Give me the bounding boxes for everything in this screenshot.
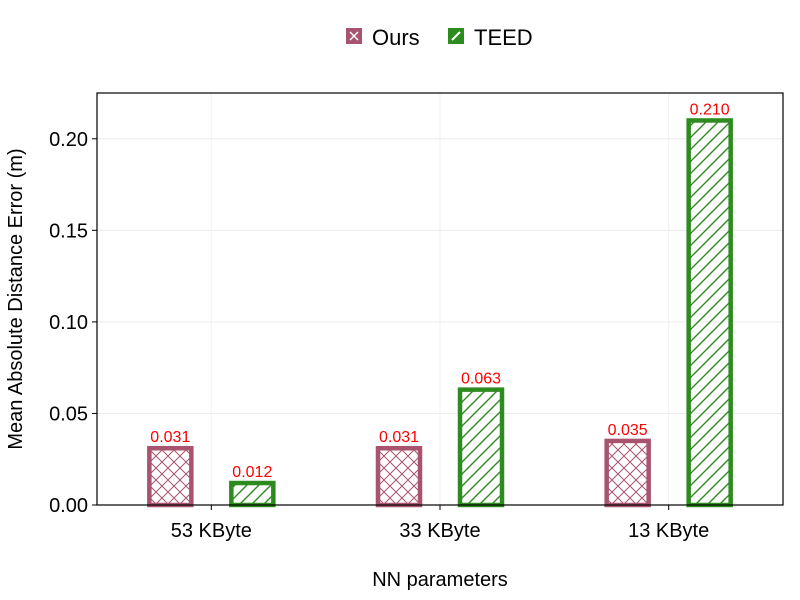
data-label: 0.031 <box>379 429 419 446</box>
gridlines <box>97 93 783 506</box>
x-axis-title: NN parameters <box>372 569 508 591</box>
bar-teed <box>457 387 505 508</box>
bar-ours <box>147 445 194 508</box>
data-label: 0.012 <box>232 464 272 481</box>
legend-label-ours: Ours <box>372 25 420 50</box>
y-axis-title: Mean Absolute Distance Error (m) <box>5 148 27 449</box>
x-axis: 53 KByte 33 KByte 13 KByte <box>171 505 709 542</box>
legend-crosshatch-icon <box>349 31 359 41</box>
x-tick-label: 13 KByte <box>628 520 709 542</box>
x-tick-label: 53 KByte <box>171 520 252 542</box>
y-axis: 0.00 0.05 0.10 0.15 0.20 <box>49 129 97 517</box>
y-tick-label: 0.05 <box>49 403 88 425</box>
bar-teed <box>686 118 733 508</box>
data-label: 0.063 <box>461 371 501 388</box>
bar-ours <box>604 438 651 508</box>
x-tick-label: 33 KByte <box>399 520 480 542</box>
legend-diagonal-hatch-icon <box>451 31 461 41</box>
bar-ours <box>375 445 423 508</box>
bars-group: 0.031 0.012 0.031 0.063 0.035 0.210 <box>147 101 733 508</box>
data-label: 0.210 <box>690 101 730 118</box>
bar-teed <box>229 480 276 508</box>
y-tick-label: 0.20 <box>49 129 88 151</box>
data-label: 0.031 <box>150 429 190 446</box>
legend: Ours TEED <box>346 25 533 50</box>
y-tick-label: 0.00 <box>49 495 88 517</box>
data-label: 0.035 <box>608 422 648 439</box>
y-tick-label: 0.10 <box>49 312 88 334</box>
legend-label-teed: TEED <box>474 25 533 50</box>
y-tick-label: 0.15 <box>49 220 88 242</box>
